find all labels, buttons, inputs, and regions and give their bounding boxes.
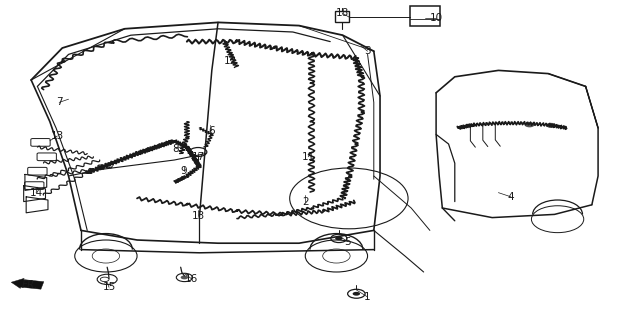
Text: FR.: FR. (22, 280, 38, 291)
Text: 18: 18 (336, 8, 350, 19)
Text: 13: 13 (50, 131, 64, 141)
Circle shape (353, 292, 360, 296)
Text: 6: 6 (209, 126, 215, 136)
Text: 11: 11 (302, 152, 315, 162)
Text: 17: 17 (191, 152, 205, 162)
Text: 1: 1 (364, 292, 371, 302)
Circle shape (525, 122, 535, 127)
Text: 3: 3 (364, 46, 371, 56)
Text: 16: 16 (185, 274, 199, 284)
Bar (410, 6, 440, 26)
Text: 7: 7 (56, 97, 62, 108)
Text: 2: 2 (302, 196, 308, 207)
Text: 5: 5 (345, 236, 351, 247)
Text: 13: 13 (191, 211, 205, 221)
Circle shape (181, 276, 188, 279)
Text: 9: 9 (181, 166, 187, 176)
Text: 15: 15 (102, 282, 116, 292)
Circle shape (335, 236, 343, 240)
Bar (335, 11, 349, 22)
FancyArrow shape (11, 278, 44, 289)
Circle shape (546, 123, 556, 128)
Text: 8: 8 (173, 144, 179, 154)
Text: 4: 4 (508, 192, 514, 202)
Text: 10: 10 (429, 12, 443, 23)
Text: 14: 14 (29, 188, 43, 198)
Text: 12: 12 (224, 56, 237, 66)
